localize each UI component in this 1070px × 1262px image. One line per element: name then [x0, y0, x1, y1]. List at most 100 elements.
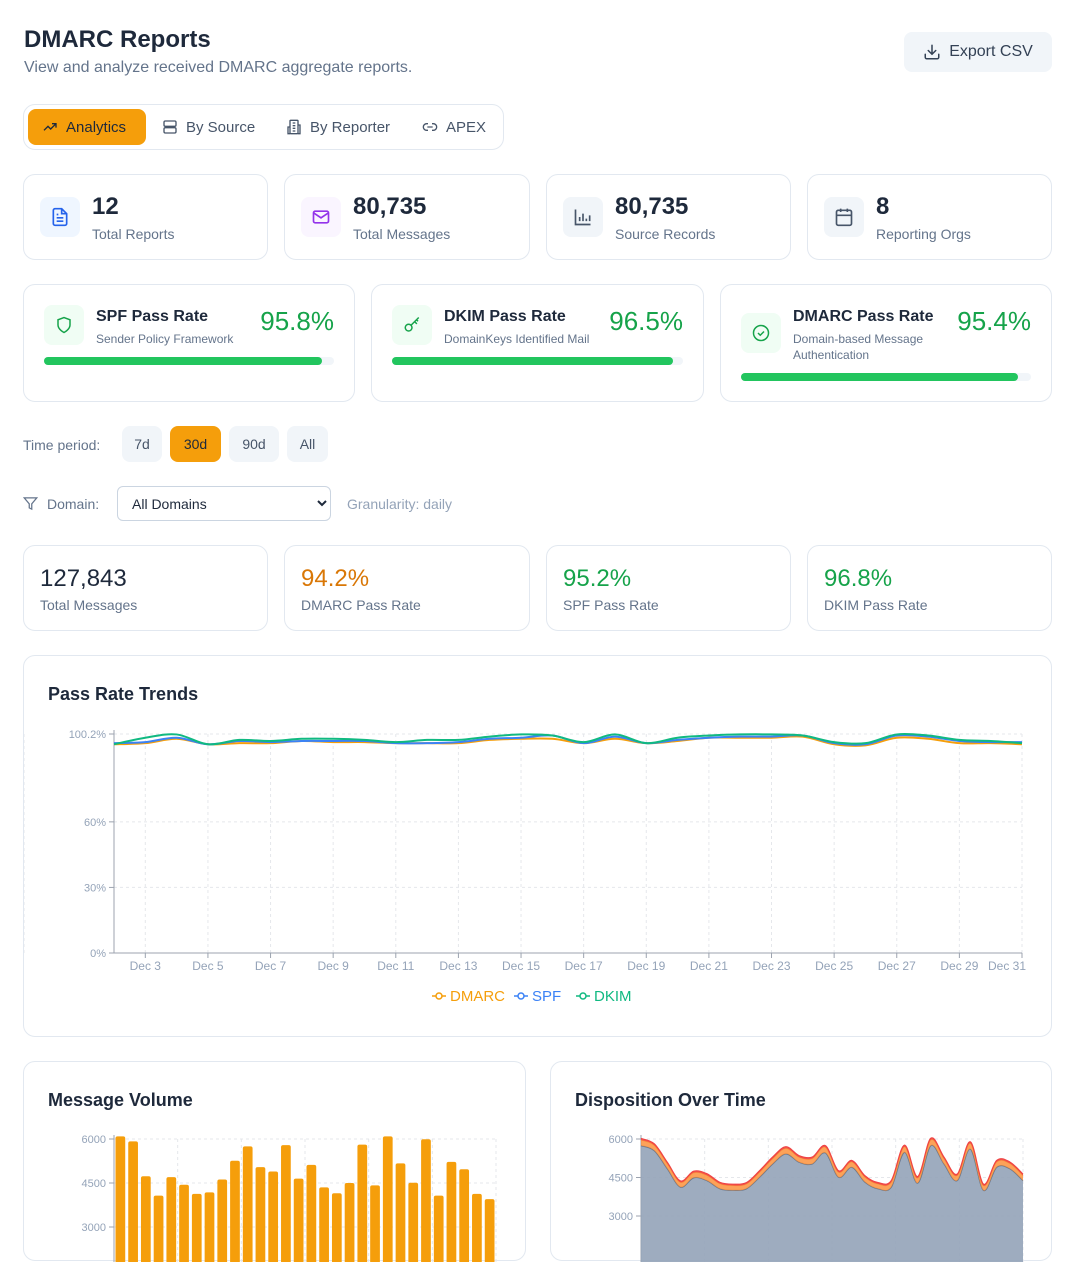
disposition-chart: 3000 4500 6000: [609, 1134, 1024, 1262]
server-icon: [163, 120, 177, 134]
legend-marker: [435, 992, 443, 1000]
y-tick-label: 60%: [84, 817, 106, 829]
y-tick-label: 4500: [609, 1173, 633, 1185]
volume-bar: [204, 1192, 215, 1262]
volume-bar: [395, 1163, 406, 1262]
volume-bar: [166, 1177, 177, 1262]
y-tick-label: 3000: [82, 1222, 106, 1234]
volume-bar: [242, 1146, 253, 1262]
x-tick-label: Dec 15: [502, 959, 540, 973]
mail-icon: [301, 197, 341, 237]
pass-rate-trends-card: Pass Rate Trends 0% 30% 60% 100.2% Dec 3 Dec …: [23, 655, 1052, 1037]
disposition-card: Disposition Over Time 3000 4500 6000: [550, 1061, 1052, 1262]
link-icon: [422, 123, 438, 131]
pass-rate-trends-chart: 0% 30% 60% 100.2% Dec 3 Dec 5 Dec 7 Dec 9 Dec 11…: [24, 729, 1026, 1005]
stat-card-reporting-orgs: 8 Reporting Orgs: [807, 174, 1052, 260]
volume-bar: [421, 1139, 431, 1262]
x-tick-label: Dec 5: [192, 959, 224, 973]
volume-bar: [472, 1193, 482, 1262]
spf-pass-rate-card: SPF Pass Rate Sender Policy Framework 95…: [23, 284, 355, 402]
period-90d-button[interactable]: 90d: [229, 426, 279, 462]
tab-analytics[interactable]: Analytics: [28, 109, 146, 145]
legend-dkim: DKIM: [594, 988, 632, 1005]
volume-bar: [433, 1195, 444, 1262]
file-text-icon: [40, 197, 80, 237]
legend-marker: [517, 992, 525, 1000]
volume-bar: [408, 1182, 419, 1262]
y-tick-label: 0%: [90, 948, 106, 960]
x-tick-label: Dec 29: [940, 959, 978, 973]
x-tick-label: Dec 27: [878, 959, 916, 973]
x-tick-label: Dec 21: [690, 959, 728, 973]
domain-label: Domain:: [47, 496, 100, 512]
calendar-icon: [824, 197, 864, 237]
key-icon: [392, 305, 432, 345]
x-tick-label: Dec 3: [130, 959, 162, 973]
summary-dmarc-pass-rate: 94.2% DMARC Pass Rate: [284, 545, 530, 631]
dkim-pass-rate-card: DKIM Pass Rate DomainKeys Identified Mai…: [371, 284, 704, 402]
volume-bar: [293, 1178, 304, 1262]
legend-dmarc: DMARC: [450, 988, 505, 1005]
y-tick-label: 6000: [82, 1134, 106, 1146]
tab-by-reporter[interactable]: By Reporter: [272, 109, 404, 145]
volume-bar: [319, 1187, 329, 1262]
chart-title: Pass Rate Trends: [48, 684, 199, 704]
download-icon: [924, 44, 940, 60]
trending-up-icon: [43, 123, 57, 131]
dkim-progress-bar: [392, 357, 683, 365]
building-icon: [287, 119, 301, 135]
y-tick-label: 4500: [82, 1178, 106, 1190]
export-csv-button[interactable]: Export CSV: [904, 32, 1052, 72]
summary-dkim-pass-rate: 96.8% DKIM Pass Rate: [807, 545, 1052, 631]
x-tick-label: Dec 31: [988, 959, 1026, 973]
check-circle-icon: [741, 313, 781, 353]
area-quarantine: [641, 1139, 1023, 1191]
series-line-dkim: [113, 732, 1023, 746]
period-7d-button[interactable]: 7d: [122, 426, 162, 462]
stat-card-total-messages: 80,735 Total Messages: [284, 174, 530, 260]
y-tick-label: 100.2%: [69, 729, 107, 741]
view-tabs: Analytics By Source By Reporter APEX: [23, 104, 504, 150]
volume-bar: [306, 1164, 317, 1262]
volume-bar: [484, 1199, 495, 1262]
volume-bar: [357, 1144, 368, 1262]
volume-bar: [370, 1185, 380, 1262]
x-tick-label: Dec 11: [377, 959, 414, 973]
domain-select[interactable]: All Domains: [117, 486, 331, 521]
spf-progress-bar: [44, 357, 334, 365]
volume-bar: [331, 1193, 342, 1262]
volume-bar: [344, 1183, 355, 1262]
x-tick-label: Dec 19: [627, 959, 665, 973]
summary-total-messages: 127,843 Total Messages: [23, 545, 268, 631]
y-tick-label: 6000: [609, 1134, 633, 1146]
volume-bar: [217, 1179, 228, 1262]
x-tick-label: Dec 13: [439, 959, 477, 973]
volume-bar: [153, 1195, 164, 1262]
message-volume-card: Message Volume 3000 4500 6000: [23, 1061, 526, 1262]
volume-bar: [255, 1167, 266, 1262]
stat-card-source-records: 80,735 Source Records: [546, 174, 791, 260]
page-subtitle: View and analyze received DMARC aggregat…: [24, 59, 413, 76]
volume-bar: [281, 1145, 291, 1262]
dmarc-progress-bar: [741, 373, 1031, 381]
x-tick-label: Dec 17: [565, 959, 603, 973]
volume-bar: [459, 1169, 470, 1262]
filter-icon: [23, 497, 38, 511]
volume-bar: [140, 1176, 151, 1262]
granularity-label: Granularity: daily: [347, 496, 453, 512]
x-tick-label: Dec 25: [815, 959, 853, 973]
period-30d-button[interactable]: 30d: [170, 426, 221, 462]
period-all-button[interactable]: All: [287, 426, 328, 462]
message-volume-chart: 3000 4500 6000: [82, 1134, 497, 1262]
tab-apex[interactable]: APEX: [408, 109, 500, 145]
x-tick-label: Dec 7: [255, 959, 287, 973]
dmarc-pass-rate-card: DMARC Pass Rate Domain-based Message Aut…: [720, 284, 1052, 402]
volume-bar: [230, 1160, 240, 1262]
stat-card-total-reports: 12 Total Reports: [23, 174, 268, 260]
series-line-dmarc: [113, 735, 1023, 747]
summary-spf-pass-rate: 95.2% SPF Pass Rate: [546, 545, 791, 631]
legend-marker: [579, 992, 587, 1000]
tab-by-source[interactable]: By Source: [148, 109, 269, 145]
time-period-label: Time period:: [23, 437, 101, 453]
y-tick-label: 30%: [84, 882, 106, 894]
